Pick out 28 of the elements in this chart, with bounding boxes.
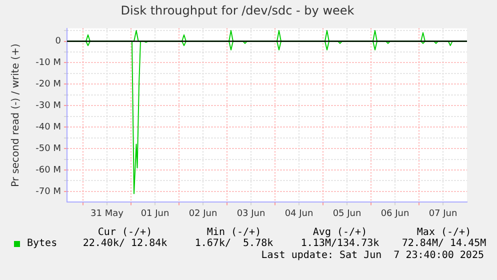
text: 1.67k/ 5.78k xyxy=(194,238,274,250)
text: Avg (-/+) xyxy=(312,227,368,238)
y-tick-label: -60 M xyxy=(36,165,61,176)
y-tick-label: -50 M xyxy=(36,144,61,154)
text: 72.84M/ 14.45M xyxy=(400,238,488,250)
y-axis-title: Pr second read (-) / write (+) xyxy=(10,44,22,187)
x-tick-label: 03 Jun xyxy=(236,208,266,219)
chart-title: Disk throughput for /dev/sdc - by week xyxy=(120,3,354,18)
text: 22.40k/ 12.84k xyxy=(82,238,168,250)
y-tick-label: -20 M xyxy=(36,80,61,90)
text: 1.13M/134.73k xyxy=(300,238,380,250)
text: Last update: Sat Jun 7 23:40:00 2025 xyxy=(261,250,484,262)
y-tick-label: -10 M xyxy=(36,58,61,68)
y-tick-label: -40 M xyxy=(36,122,61,132)
legend-label: Bytes xyxy=(27,238,58,250)
x-tick-label: 31 May xyxy=(90,208,124,219)
x-tick-label: 01 Jun xyxy=(140,208,170,219)
y-tick-label: 0 xyxy=(55,36,62,47)
y-tick-label: -30 M xyxy=(36,100,61,111)
x-tick-label: 07 Jun xyxy=(428,208,458,219)
x-tick-label: 06 Jun xyxy=(380,208,410,219)
text: Cur (-/+) xyxy=(96,227,154,238)
text: Min (-/+) xyxy=(206,227,262,238)
x-tick-label: 04 Jun xyxy=(284,208,314,219)
y-tick-label: -70 M xyxy=(36,186,61,197)
text: Max (-/+) xyxy=(416,227,472,238)
x-tick-label: 02 Jun xyxy=(188,208,218,219)
x-tick-label: 05 Jun xyxy=(332,208,362,219)
